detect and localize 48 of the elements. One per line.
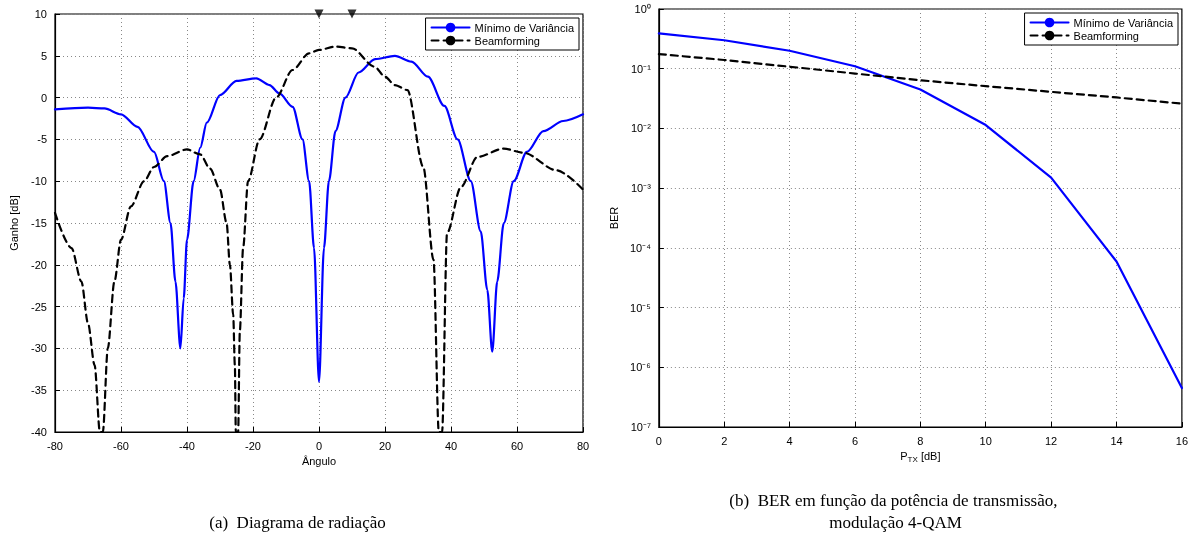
y-tick-label: 5	[40, 49, 47, 62]
legend-label: Mínimo de Variância	[474, 21, 575, 34]
x-tick-label: 0	[655, 434, 662, 447]
text: (a) Diagrama de radiação	[209, 512, 386, 532]
y-tick-label: -25	[31, 300, 47, 313]
y-tick-label: 10⁻⁷	[630, 421, 651, 433]
x-tick-label: 16	[1175, 434, 1189, 447]
x-tick-label: 0	[315, 439, 323, 452]
y-tick-label: 10⁻⁶	[630, 361, 651, 374]
x-tick-label: 6	[851, 434, 859, 447]
x-tick-label: -20	[245, 439, 261, 452]
x-axis-title: Ângulo	[301, 455, 337, 468]
x-tick-label: 80	[576, 439, 590, 452]
y-tick-label: -30	[31, 342, 47, 355]
x-tick-label: 2	[721, 434, 728, 447]
x-tick-label: 4	[786, 434, 793, 447]
text: (b) BER em função da potência de transmissão, modulação 4-QAM	[729, 490, 1062, 532]
y-tick-label: -5	[37, 133, 47, 146]
x-tick-label: -60	[113, 439, 129, 452]
y-tick-label: 10⁻³	[630, 182, 652, 195]
y-tick-label: -20	[31, 258, 47, 271]
y-tick-label: -35	[31, 384, 47, 397]
line-series	[53, 54, 585, 383]
y-axis-title: BER	[607, 206, 620, 230]
y-tick-label: 10	[34, 8, 47, 20]
x-tick-label: 60	[510, 439, 524, 452]
y-tick-label: 10⁻⁵	[630, 301, 651, 314]
x-tick-label: -40	[179, 439, 195, 452]
y-tick-label: 10⁻¹	[630, 62, 652, 75]
y-tick-label: -15	[31, 217, 47, 229]
x-tick-label: 8	[917, 434, 924, 447]
x-tick-label: 40	[444, 439, 458, 452]
y-axis-title: Ganho [dB]	[7, 195, 20, 251]
x-tick-label: 20	[378, 439, 392, 452]
x-tick-label: 10	[979, 434, 992, 447]
x-tick-label: 12	[1045, 434, 1058, 447]
y-tick-label: 0	[40, 91, 47, 104]
x-tick-label: 14	[1110, 434, 1123, 447]
y-tick-label: 10⁻²	[630, 122, 652, 135]
y-tick-label: -10	[31, 175, 47, 188]
legend-label: Beamforming	[1073, 29, 1139, 42]
y-tick-label: -40	[31, 426, 47, 438]
legend-label: Beamforming	[474, 34, 540, 47]
y-tick-label: 10⁰	[634, 3, 651, 15]
line-series	[657, 32, 1183, 390]
legend-label: Mínimo de Variância	[1073, 16, 1174, 29]
x-tick-label: -80	[47, 439, 63, 452]
y-tick-label: 10⁻⁴	[629, 241, 652, 254]
